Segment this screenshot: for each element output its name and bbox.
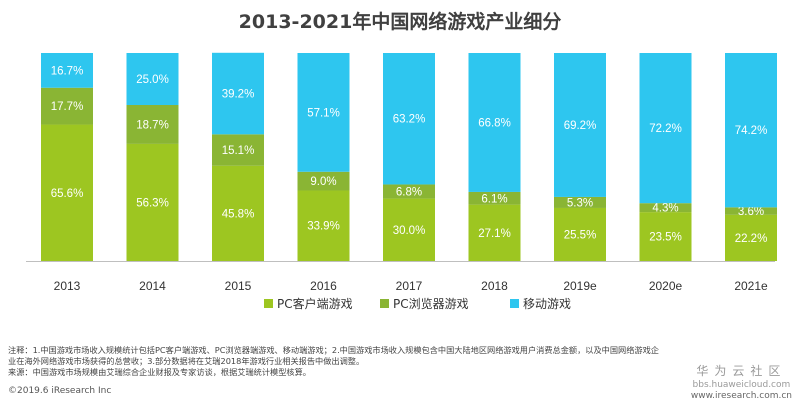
footnote-line-2: 业在海外网络游戏市场获得的总营收；3.部分数据将在艾瑞2018年游戏行业相关报告…: [8, 356, 365, 366]
data-label-2021e-s1: 3.6%: [738, 206, 764, 218]
x-tick-label-2014: 2014: [139, 279, 166, 293]
data-label-2016-s2: 57.1%: [307, 107, 340, 119]
data-label-2015-s0: 45.8%: [222, 208, 255, 220]
data-label-2018-s2: 66.8%: [478, 117, 511, 129]
data-label-2020e-s0: 23.5%: [649, 232, 682, 244]
bar-segment-2014-s2: [126, 53, 179, 105]
data-label-2017-s2: 63.2%: [393, 114, 426, 126]
bar-segment-2015-s1: [212, 134, 264, 166]
bar-segment-2017-s2: [383, 53, 435, 185]
bar-segment-2021e-s0: [725, 214, 777, 261]
bar-segment-2020e-s2: [639, 53, 692, 204]
bar-segment-2019e-s2: [554, 53, 606, 197]
copyright-text: ©2019.6 iResearch Inc: [8, 386, 112, 396]
data-label-2018-s1: 6.1%: [481, 193, 507, 205]
data-label-2020e-s1: 4.3%: [652, 203, 678, 215]
legend-label-s2: 移动游戏: [523, 297, 571, 311]
x-tick-label-2021e: 2021e: [734, 279, 768, 293]
bar-segment-2020e-s0: [639, 212, 692, 261]
data-label-2021e-s0: 22.2%: [735, 233, 768, 245]
legend-label-s0: PC客户端游戏: [277, 296, 353, 311]
chart-title: 2013-2021年中国网络游戏产业细分: [238, 11, 562, 33]
bar-segment-2016-s2: [297, 53, 350, 172]
bar-segment-2015-s0: [212, 165, 264, 261]
data-label-2013-s0: 65.6%: [51, 188, 84, 200]
bar-segment-2021e-s2: [725, 53, 777, 208]
footnotes: 注释：1.中国游戏市场收入规模统计包括PC客户端游戏、PC浏览器端游戏、移动端游…: [8, 345, 778, 378]
legend-swatch-s2: [510, 299, 519, 308]
data-label-2019e-s2: 69.2%: [564, 120, 597, 132]
data-label-2019e-s1: 5.3%: [567, 197, 593, 209]
data-label-2020e-s2: 72.2%: [649, 123, 682, 135]
bar-segment-2018-s1: [468, 191, 521, 205]
data-label-2016-s0: 33.9%: [307, 221, 340, 233]
legend-swatch-s1: [380, 299, 389, 308]
bars-layer: 65.6% 17.7% 16.7% 56.3% 18.7% 25.0% 45.8% 15.1%…: [41, 52, 777, 261]
watermark: 华为云社区 bbs.huaweicloud.com www.iresearch.…: [691, 362, 792, 401]
source-line: 来源：中国游戏市场规模由艾瑞综合企业财报及专家访谈，根据艾瑞统计模型核算。: [8, 367, 311, 377]
bar-segment-2021e-s1: [725, 207, 777, 215]
bar-segment-2020e-s1: [639, 203, 692, 213]
data-label-2017-s0: 30.0%: [393, 225, 426, 237]
bar-segment-2016-s0: [297, 190, 350, 261]
data-label-2013-s2: 16.7%: [51, 65, 84, 77]
bar-segment-2019e-s0: [554, 207, 606, 261]
watermark-url-2: www.iresearch.com.cn: [690, 391, 792, 401]
bar-segment-2016-s1: [297, 171, 350, 191]
bar-segment-2017-s0: [383, 198, 435, 261]
x-tick-label-2020e: 2020e: [649, 279, 683, 293]
data-label-2014-s2: 25.0%: [136, 74, 169, 86]
data-label-2021e-s2: 74.2%: [735, 125, 768, 137]
x-tick-label-2015: 2015: [225, 279, 252, 293]
data-label-2014-s1: 18.7%: [136, 119, 169, 131]
bar-segment-2019e-s1: [554, 196, 606, 208]
data-label-2016-s1: 9.0%: [310, 176, 336, 188]
bar-segment-2015-s2: [212, 52, 264, 135]
x-tick-labels: 2013 2014 2015 2016 2017 2018 2019e 2020e 2021e: [54, 279, 768, 293]
bar-segment-2013-s1: [41, 87, 93, 125]
legend-label-s1: PC浏览器游戏: [393, 296, 469, 311]
footnote-line-1: 注释：1.中国游戏市场收入规模统计包括PC客户端游戏、PC浏览器端游戏、移动端游…: [8, 345, 659, 355]
bar-segment-2014-s1: [126, 105, 179, 144]
watermark-name: 华为云社区: [696, 364, 787, 378]
x-tick-label-2016: 2016: [310, 279, 337, 293]
data-label-2015-s2: 39.2%: [222, 89, 255, 101]
x-tick-label-2013: 2013: [54, 279, 81, 293]
bar-segment-2018-s0: [468, 204, 521, 261]
data-label-2015-s1: 15.1%: [222, 145, 255, 157]
data-label-2018-s0: 27.1%: [478, 228, 511, 240]
bar-segment-2013-s0: [41, 124, 93, 261]
legend-swatch-s0: [264, 299, 273, 308]
bar-segment-2014-s0: [126, 143, 179, 261]
x-tick-label-2017: 2017: [396, 279, 423, 293]
x-tick-label-2018: 2018: [481, 279, 508, 293]
stacked-bar-chart: 65.6% 17.7% 16.7% 56.3% 18.7% 25.0% 45.8% 15.1%…: [26, 52, 777, 311]
legend: PC客户端游戏 PC浏览器游戏 移动游戏: [264, 296, 571, 311]
data-label-2019e-s0: 25.5%: [564, 229, 597, 241]
data-label-2013-s1: 17.7%: [51, 101, 84, 113]
bar-segment-2017-s1: [383, 184, 435, 199]
data-label-2017-s1: 6.8%: [396, 187, 422, 199]
x-tick-label-2019e: 2019e: [563, 279, 597, 293]
bar-segment-2013-s2: [41, 53, 93, 88]
watermark-url-1: bbs.huaweicloud.com: [692, 380, 791, 390]
data-label-2014-s0: 56.3%: [136, 197, 169, 209]
bar-segment-2018-s2: [468, 53, 521, 192]
